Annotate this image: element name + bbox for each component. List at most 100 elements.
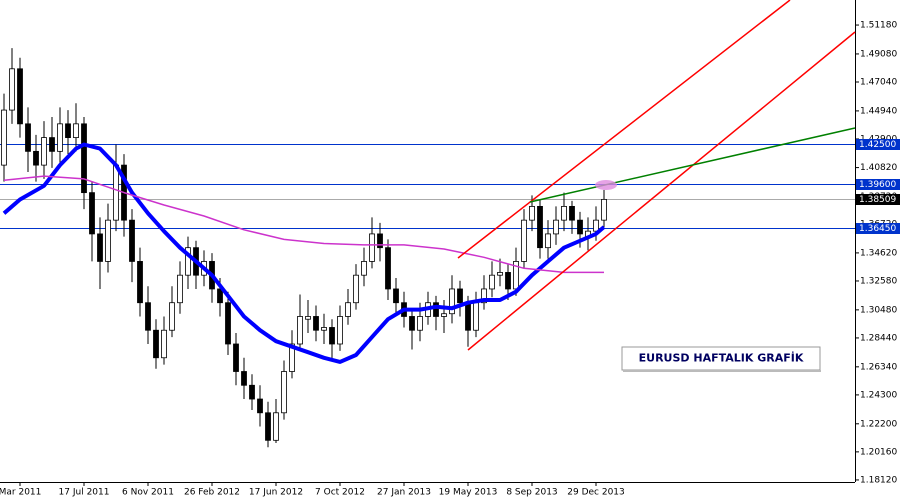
level-label: 1.38509 <box>859 195 896 205</box>
candle-body <box>521 219 527 262</box>
candle-body <box>369 233 375 262</box>
channel-upper <box>457 0 791 259</box>
candle-body <box>561 205 567 221</box>
candle-body <box>89 192 95 235</box>
candle-body <box>241 371 247 386</box>
x-tick-label: 17 Jul 2011 <box>59 488 110 498</box>
candle-body <box>489 274 495 290</box>
y-tick-label: 1.32580 <box>860 276 897 286</box>
candle-body <box>249 384 255 400</box>
y-tick-label: 1.34620 <box>860 248 897 258</box>
resistance-line <box>529 127 856 203</box>
moving-average <box>3 175 604 274</box>
candle-body <box>281 371 287 414</box>
candle-body <box>105 219 111 262</box>
x-tick-label: 29 Dec 2013 <box>567 488 625 498</box>
y-tick-label: 1.24300 <box>860 390 897 400</box>
candle-body <box>465 302 471 331</box>
y-tick-label: 1.44940 <box>860 106 897 116</box>
channel-lower <box>467 31 856 351</box>
candle-body <box>545 233 551 249</box>
candle-body <box>577 219 583 235</box>
x-tick-label: 26 Feb 2012 <box>184 488 240 498</box>
candle-body <box>305 316 311 320</box>
candle-body <box>273 412 279 441</box>
level-box <box>856 194 900 205</box>
candle-body <box>233 343 239 372</box>
candle-body <box>473 302 479 331</box>
y-tick-label: 1.22200 <box>860 419 897 429</box>
candle-body <box>33 150 39 166</box>
y-tick-label: 1.49080 <box>860 49 897 59</box>
candle-body <box>449 288 455 315</box>
candle-body <box>553 219 559 235</box>
candle-body <box>353 274 359 304</box>
level-box <box>856 179 900 190</box>
y-tick-label: 1.51180 <box>860 21 897 31</box>
candle-body <box>337 316 343 345</box>
candle-body <box>385 247 391 290</box>
y-tick-label: 1.40820 <box>860 163 897 173</box>
x-tick-label: 17 Jun 2012 <box>249 488 303 498</box>
candle-body <box>265 412 271 441</box>
candle-body <box>137 261 143 304</box>
candle-body <box>73 123 79 138</box>
candle-body <box>169 302 175 331</box>
candle-body <box>17 68 23 125</box>
candle-body <box>481 288 487 304</box>
y-tick-label: 1.47040 <box>860 78 897 88</box>
level-label: 1.36450 <box>859 224 896 234</box>
y-tick-label: 1.18120 <box>860 475 897 485</box>
candle-body <box>9 68 15 111</box>
candle-body <box>113 164 119 221</box>
x-tick-label: 19 May 2013 <box>439 488 498 498</box>
candle-body <box>497 272 503 276</box>
candle-body <box>313 316 319 331</box>
candle-body <box>257 398 263 414</box>
y-tick-label: 1.30480 <box>860 305 897 315</box>
moving-average <box>2 142 606 364</box>
candle-body <box>41 137 47 166</box>
candle-body <box>361 261 367 276</box>
candle-body <box>393 288 399 304</box>
candle-body <box>145 302 151 331</box>
candle-body <box>225 302 231 345</box>
trend-lines <box>457 0 856 351</box>
candle-body <box>457 288 463 304</box>
y-axis-labels: 1.511801.490801.470401.449401.429001.408… <box>0 21 900 498</box>
candle-body <box>601 198 607 221</box>
candle-body <box>161 329 167 359</box>
chart-title: EURUSD HAFTALIK GRAFİK <box>639 351 804 365</box>
candle-body <box>377 233 383 249</box>
level-label: 1.42500 <box>859 140 896 150</box>
candle-body <box>153 329 159 359</box>
candle-body <box>569 205 575 221</box>
candle-body <box>417 316 423 331</box>
candle-body <box>505 272 511 290</box>
y-tick-label: 1.28440 <box>860 333 897 343</box>
candle-body <box>345 302 351 317</box>
candle-body <box>81 123 87 194</box>
candle-body <box>57 123 63 152</box>
candle-body <box>529 205 535 221</box>
candle-body <box>289 343 295 372</box>
candle-body <box>433 302 439 317</box>
candle-body <box>97 233 103 262</box>
level-label: 1.39600 <box>859 180 896 190</box>
candle-body <box>129 219 135 262</box>
plot-area <box>0 48 855 448</box>
candle-body <box>593 219 599 232</box>
candle-body <box>329 327 335 345</box>
candle-body <box>25 123 31 152</box>
candle-body <box>441 313 447 317</box>
x-tick-label: 8 Sep 2013 <box>506 488 557 498</box>
candle-body <box>1 109 7 166</box>
x-tick-label: 27 Jan 2013 <box>377 488 431 498</box>
candle-body <box>49 137 55 152</box>
candle-body <box>537 205 543 249</box>
x-tick-label: Mar 2011 <box>0 488 41 498</box>
candle-body <box>185 247 191 276</box>
candle-body <box>321 327 327 331</box>
